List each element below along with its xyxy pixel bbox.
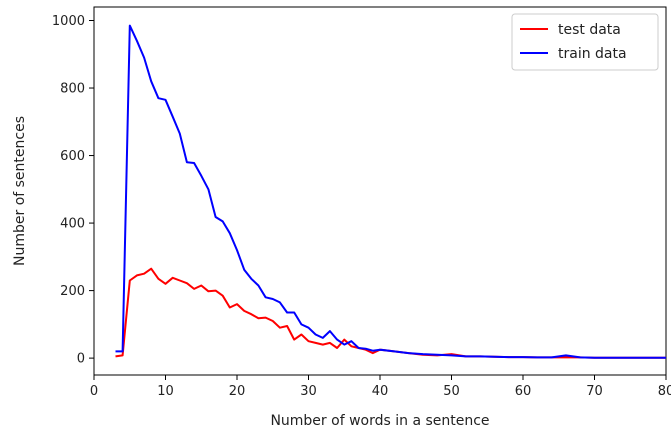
legend-label: train data bbox=[558, 46, 627, 62]
legend-label: test data bbox=[558, 22, 621, 38]
x-tick-label: 60 bbox=[515, 384, 532, 399]
series-lines bbox=[115, 24, 666, 359]
x-tick-label: 20 bbox=[229, 384, 246, 399]
y-axis-label: Number of sentences bbox=[12, 116, 28, 266]
x-tick-label: 40 bbox=[372, 384, 389, 399]
x-tick-label: 0 bbox=[90, 384, 98, 399]
y-tick-label: 800 bbox=[60, 82, 85, 97]
x-axis: 0 10 20 30 40 50 60 70 80 bbox=[90, 375, 671, 399]
y-tick-label: 200 bbox=[60, 284, 85, 299]
x-tick-label: 50 bbox=[443, 384, 460, 399]
legend-box bbox=[511, 13, 659, 71]
x-tick-label: 30 bbox=[300, 384, 317, 399]
legend: test data train data bbox=[511, 13, 659, 71]
x-tick-label: 80 bbox=[658, 384, 671, 399]
x-axis-label: Number of words in a sentence bbox=[270, 413, 489, 429]
y-tick-label: 0 bbox=[77, 352, 85, 367]
y-axis: 0 200 400 600 800 1000 bbox=[52, 14, 94, 367]
y-tick-label: 400 bbox=[60, 217, 85, 232]
x-tick-label: 10 bbox=[157, 384, 174, 399]
series-line-train-data bbox=[115, 24, 666, 359]
y-tick-label: 600 bbox=[60, 149, 85, 164]
x-tick-label: 70 bbox=[586, 384, 603, 399]
y-tick-label: 1000 bbox=[52, 14, 85, 29]
